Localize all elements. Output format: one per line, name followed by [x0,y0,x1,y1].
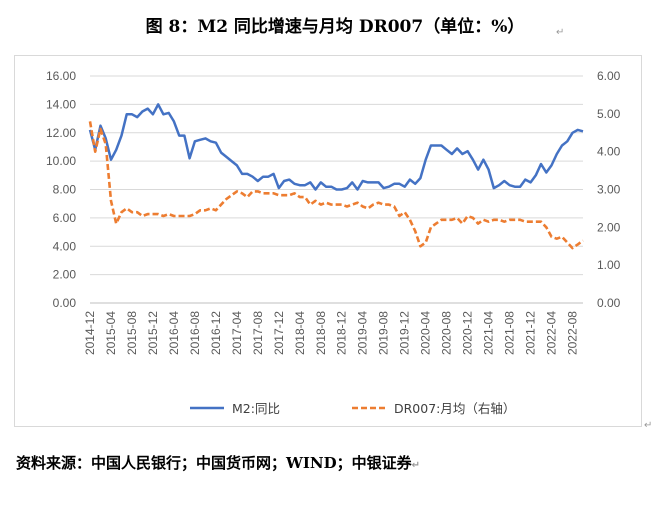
x-tick-label: 2020-08 [440,311,454,355]
x-tick-label: 2021-04 [482,311,496,355]
x-tick-label: 2020-04 [419,311,433,355]
source-text: 资料来源：中国人民银行；中国货币网；WIND；中银证券 [16,454,412,472]
chart-frame [14,55,642,427]
paragraph-mark: ↵ [644,420,653,431]
x-tick-label: 2017-08 [251,311,265,355]
x-tick-label: 2018-04 [293,311,307,355]
x-tick-label: 2017-04 [230,311,244,355]
left-tick-label: 10.00 [46,154,76,168]
x-tick-label: 2015-04 [104,311,118,355]
paragraph-mark: ↵ [556,27,565,38]
x-tick-label: 2019-04 [356,311,370,355]
right-tick-label: 0.00 [597,296,621,310]
legend: M2:同比 DR007:月均（右轴） [190,401,515,416]
source-note: 资料来源：中国人民银行；中国货币网；WIND；中银证券↵ [16,452,420,473]
x-tick-label: 2022-08 [566,311,580,355]
left-tick-label: 6.00 [53,211,77,225]
x-tick-label: 2020-12 [461,311,475,355]
x-tick-label: 2018-12 [335,311,349,355]
x-tick-label: 2019-08 [377,311,391,355]
left-tick-label: 12.00 [46,126,76,140]
line-chart: 0.00 2.00 4.00 6.00 8.00 10.00 12.00 14.00 16.00… [46,69,621,416]
x-tick-label: 2015-12 [146,311,160,355]
x-tick-label: 2019-12 [398,311,412,355]
series-lines [88,103,584,250]
legend-label-dr007: DR007:月均（右轴） [394,401,515,416]
x-tick-label: 2016-08 [188,311,202,355]
legend-label-m2: M2:同比 [232,401,280,416]
series-line-dr007 [88,121,584,250]
paragraph-mark: ↵ [411,460,420,471]
chart-title: 图 8：M2 同比增速与月均 DR007（单位：%） [145,17,525,37]
left-tick-label: 4.00 [53,239,77,253]
right-axis: 0.00 1.00 2.00 3.00 4.00 5.00 6.00 [597,69,621,310]
right-tick-label: 1.00 [597,258,621,272]
left-tick-label: 14.00 [46,97,76,111]
right-tick-label: 6.00 [597,69,621,83]
x-axis: 2014-12 2015-04 2015-08 2015-12 2016-04 2016-… [83,311,580,355]
left-tick-label: 8.00 [53,183,77,197]
x-tick-label: 2018-08 [314,311,328,355]
x-tick-label: 2015-08 [125,311,139,355]
left-tick-label: 16.00 [46,69,76,83]
x-tick-label: 2021-08 [503,311,517,355]
right-tick-label: 2.00 [597,220,621,234]
x-tick-label: 2021-12 [524,311,538,355]
right-tick-label: 4.00 [597,145,621,159]
gridlines [90,75,583,304]
left-axis: 0.00 2.00 4.00 6.00 8.00 10.00 12.00 14.00 16.00 [46,69,76,310]
x-tick-label: 2014-12 [83,311,97,355]
series-line-m2 [88,103,584,191]
right-tick-label: 3.00 [597,183,621,197]
x-tick-label: 2017-12 [272,311,286,355]
left-tick-label: 0.00 [53,296,77,310]
left-tick-label: 2.00 [53,268,77,282]
x-tick-label: 2016-12 [209,311,223,355]
right-tick-label: 5.00 [597,107,621,121]
x-tick-label: 2022-04 [545,311,559,355]
x-tick-label: 2016-04 [167,311,181,355]
